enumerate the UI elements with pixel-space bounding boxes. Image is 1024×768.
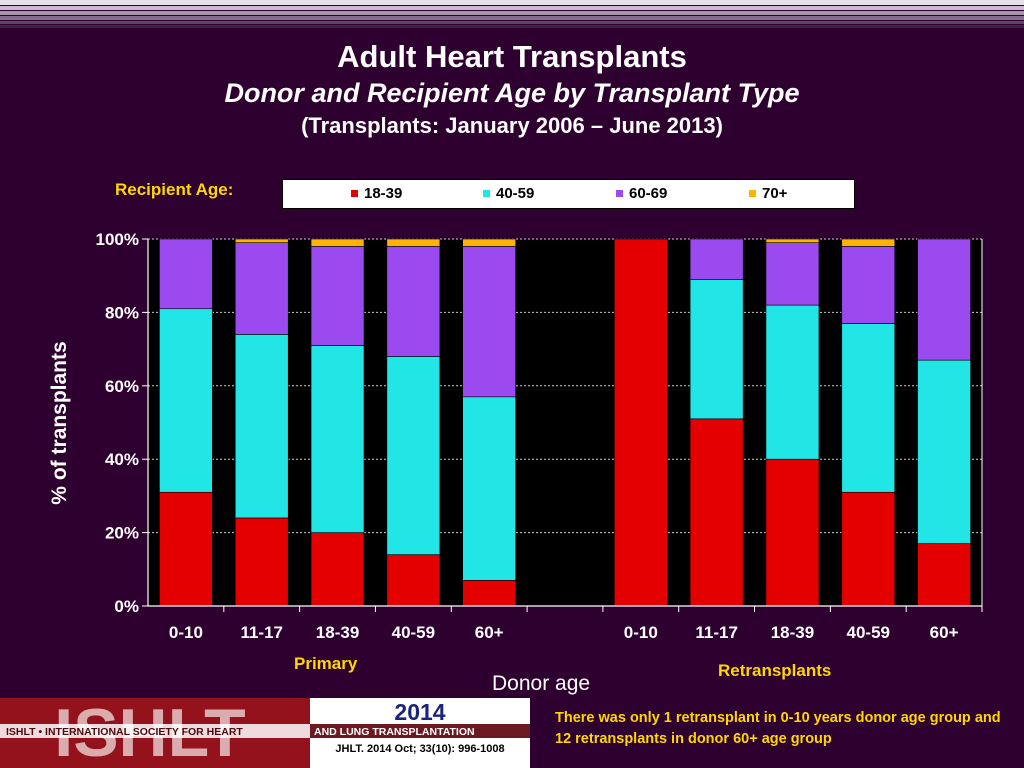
bar-segment-18-39 <box>689 418 744 607</box>
legend-label: 60-69 <box>629 185 668 202</box>
legend-label: 18-39 <box>364 185 403 202</box>
bar-segment-60-69 <box>689 238 744 280</box>
legend-label: 40-59 <box>496 185 535 202</box>
ishlt-logo: ISHLT ISHLT • INTERNATIONAL SOCIETY FOR … <box>0 698 310 768</box>
bar-segment-40-59 <box>386 356 441 555</box>
y-tick-label: 100% <box>96 230 139 249</box>
x-tick-label: 60+ <box>475 623 504 642</box>
legend-swatch <box>351 190 358 197</box>
footer-year: 2014 <box>394 699 446 725</box>
x-tick-label: 18-39 <box>771 623 814 642</box>
x-tick-label: 40-59 <box>392 623 435 642</box>
footer-note: There was only 1 retransplant in 0-10 ye… <box>555 710 1001 747</box>
svg-text:AND LUNG TRANSPLANTATION: AND LUNG TRANSPLANTATION <box>314 726 475 738</box>
y-axis-title: % of transplants <box>48 341 71 505</box>
title-block: Adult Heart Transplants Donor and Recipi… <box>0 38 1024 142</box>
bar-segment-40-59 <box>841 323 896 493</box>
chart-legend: 18-39 40-59 60-69 70+ <box>282 179 855 209</box>
bar-segment-18-39 <box>614 238 668 607</box>
y-tick-label: 40% <box>105 450 139 469</box>
x-tick-label: 0-10 <box>624 623 658 642</box>
legend-swatch <box>483 190 490 197</box>
bar-segment-40-59 <box>765 304 820 460</box>
ishlt-banner: AND LUNG TRANSPLANTATION <box>310 698 530 768</box>
legend-label: 70+ <box>762 185 788 202</box>
x-tick-label: 18-39 <box>316 623 359 642</box>
bar-segment-18-39 <box>310 532 365 607</box>
bar-segment-40-59 <box>159 308 213 493</box>
bar-segment-60-69 <box>841 246 896 324</box>
y-tick-label: 20% <box>105 524 139 543</box>
stacked-bar-chart: 0% 20% 40% 60% 80% 100% 0-10 11-17 18-39 40-59 60+… <box>96 230 983 642</box>
bar-segment-40-59 <box>462 396 516 581</box>
bar-segment-18-39 <box>462 580 516 607</box>
x-tick-label: 60+ <box>930 623 959 642</box>
bar-segment-40-59 <box>310 345 365 533</box>
date-range: (Transplants: January 2006 – June 2013) <box>301 113 723 138</box>
bar-segment-70plus <box>234 238 289 243</box>
legend-caption: Recipient Age: <box>115 180 234 199</box>
bar-segment-60-69 <box>386 246 441 357</box>
x-axis-title: Donor age <box>492 672 591 695</box>
legend-item-40-59: 40-59 <box>483 185 534 202</box>
bar-segment-70plus <box>841 238 896 247</box>
group-label-retransplants: Retransplants <box>718 661 832 680</box>
y-tick-label: 60% <box>105 377 139 396</box>
bar-segment-70plus <box>386 238 441 247</box>
bar-segment-60-69 <box>462 246 516 398</box>
bar-segment-60-69 <box>310 246 365 346</box>
bar-segment-60-69 <box>917 238 971 361</box>
bar-segment-60-69 <box>159 238 213 310</box>
svg-text:ISHLT • INTERNATIONAL SOCIETY: ISHLT • INTERNATIONAL SOCIETY FOR HEART <box>6 726 243 738</box>
bar-segment-70plus <box>462 238 516 247</box>
x-tick-label: 11-17 <box>695 623 738 642</box>
bar-segment-60-69 <box>765 242 820 306</box>
bar-segment-40-59 <box>689 279 744 420</box>
footer-citation: JHLT. 2014 Oct; 33(10): 996-1008 <box>335 743 505 755</box>
bar-segment-18-39 <box>841 491 896 607</box>
legend-item-70plus: 70+ <box>749 185 787 202</box>
group-label-primary: Primary <box>294 654 358 673</box>
x-tick-label: 11-17 <box>240 623 283 642</box>
legend-item-18-39: 18-39 <box>351 185 402 202</box>
bar-segment-18-39 <box>386 554 441 607</box>
bar-segment-70plus <box>765 238 820 243</box>
x-tick-label: 0-10 <box>169 623 203 642</box>
legend-swatch <box>749 190 756 197</box>
bar-segment-70plus <box>310 238 365 247</box>
y-tick-label: 0% <box>114 597 139 616</box>
page-subtitle: Donor and Recipient Age by Transplant Ty… <box>224 78 800 108</box>
bar-segment-18-39 <box>917 543 971 607</box>
bar-segment-60-69 <box>234 242 289 335</box>
header-decorative-stripes <box>0 0 1024 28</box>
bar-segment-40-59 <box>234 334 289 519</box>
bar-segment-40-59 <box>917 359 971 544</box>
bar-segment-18-39 <box>159 491 213 607</box>
legend-swatch <box>616 190 623 197</box>
page-title: Adult Heart Transplants <box>337 39 687 74</box>
y-tick-label: 80% <box>105 303 139 322</box>
legend-item-60-69: 60-69 <box>616 185 667 202</box>
bar-segment-18-39 <box>234 517 289 607</box>
bar-segment-18-39 <box>765 458 820 607</box>
x-tick-label: 40-59 <box>847 623 890 642</box>
